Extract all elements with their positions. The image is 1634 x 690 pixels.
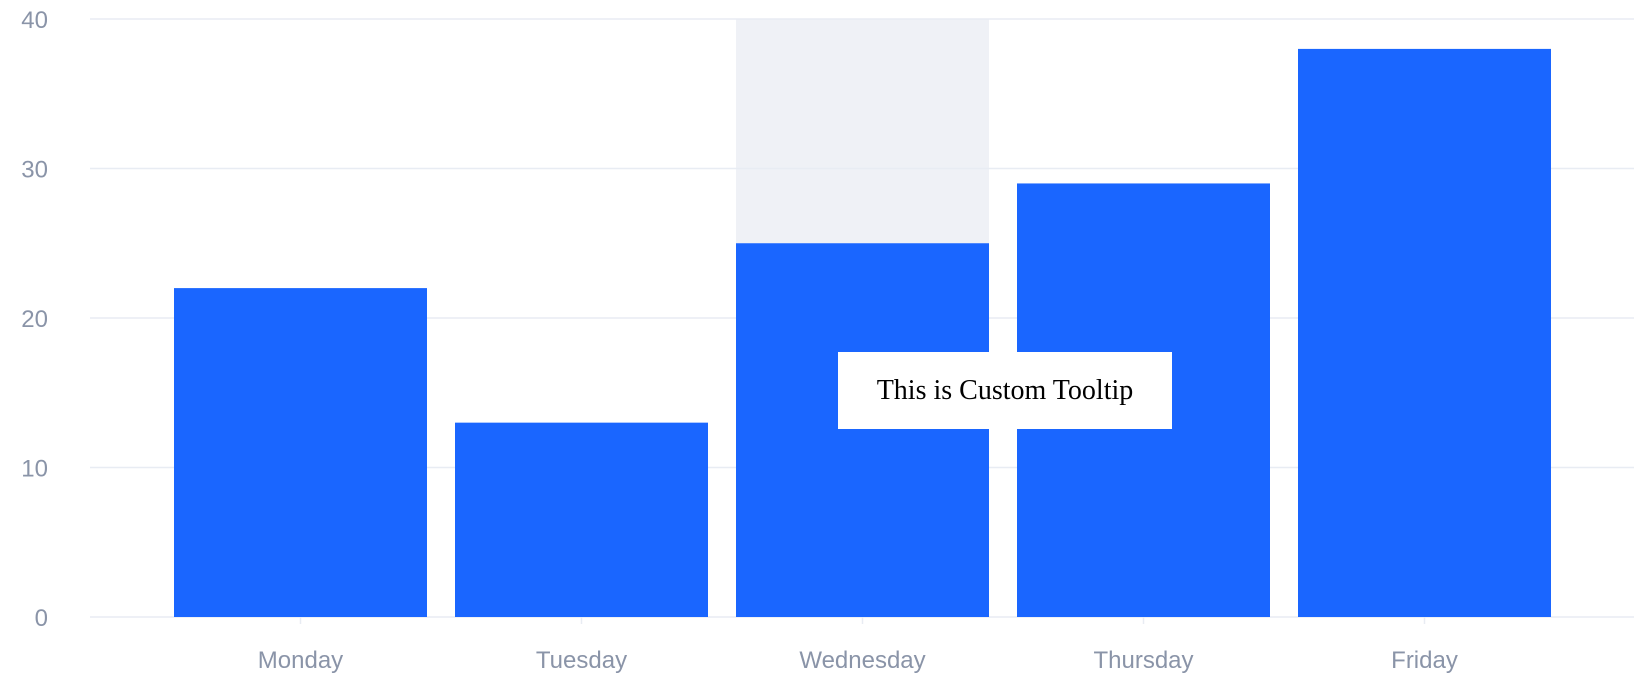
x-tick-label: Thursday [1093, 647, 1193, 674]
y-tick-label: 40 [21, 7, 48, 34]
y-tick-label: 20 [21, 306, 48, 333]
x-tick-label: Monday [258, 647, 343, 674]
x-tick-label: Tuesday [536, 647, 627, 674]
x-tick-label: Wednesday [799, 647, 925, 674]
bar [1298, 48, 1551, 617]
bar [174, 288, 427, 617]
y-tick-label: 0 [35, 605, 48, 632]
y-tick-label: 30 [21, 157, 48, 184]
bar [736, 243, 989, 617]
custom-tooltip: This is Custom Tooltip [838, 352, 1172, 429]
y-tick-label: 10 [21, 456, 48, 483]
x-tick-label: Friday [1391, 647, 1458, 674]
bar [455, 422, 708, 617]
